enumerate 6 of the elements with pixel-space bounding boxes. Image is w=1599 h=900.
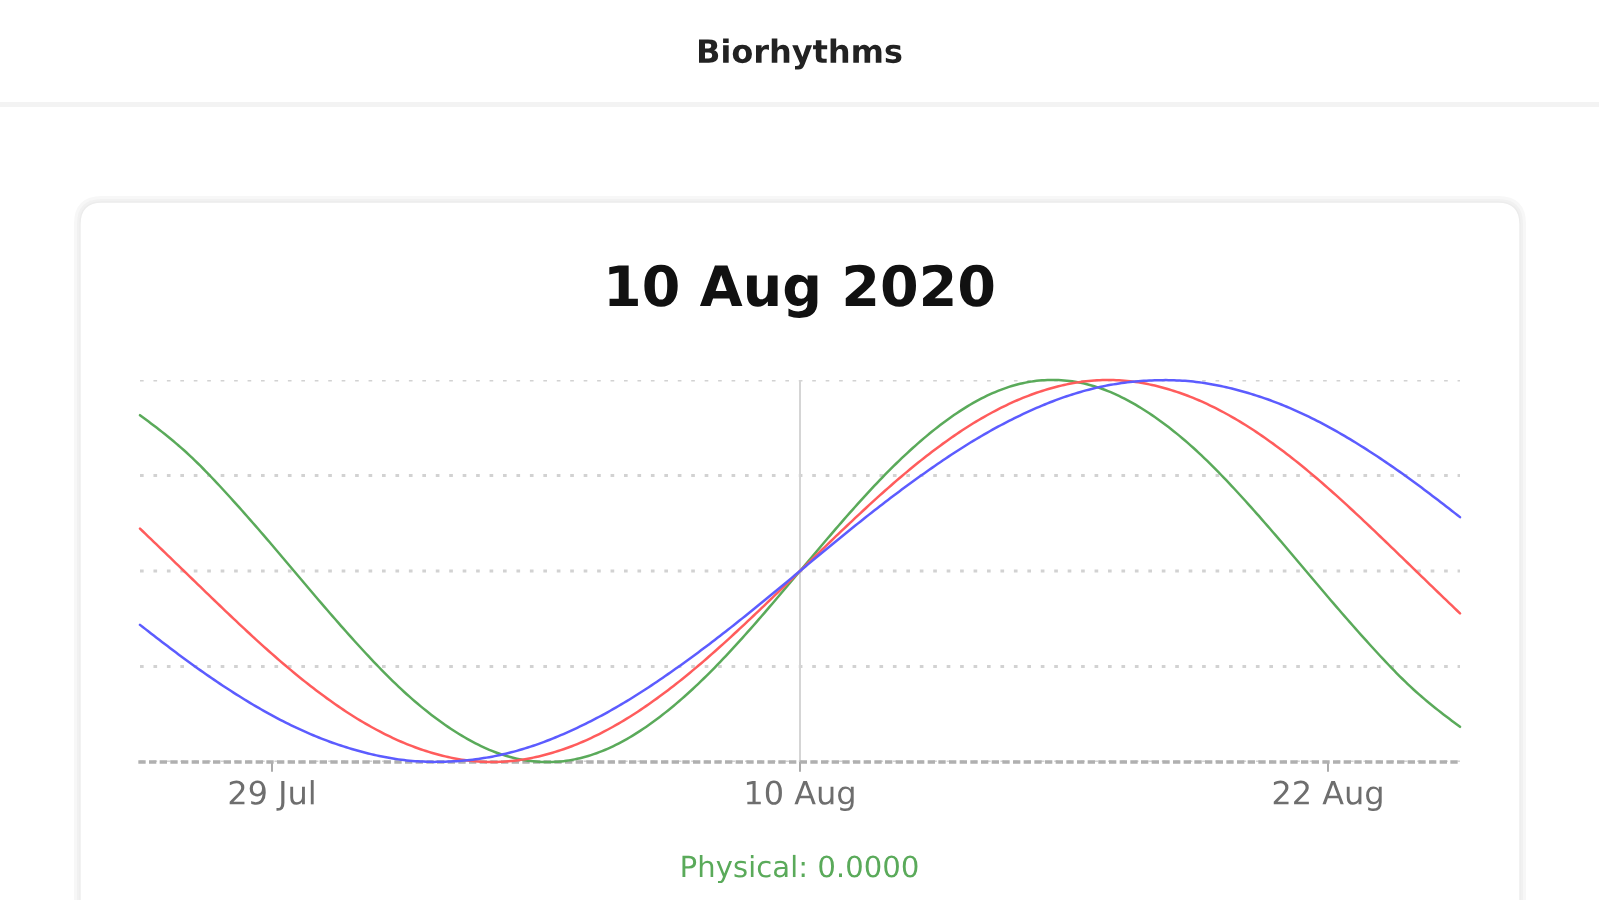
chart-subtitle: 10 Aug 2020: [609, 264, 994, 318]
chart-title: Biorhythms: [699, 38, 902, 70]
x-tick-label: 22 Aug: [1273, 780, 1382, 811]
text: Physical: 0.0000: [682, 854, 918, 884]
x-tick-label: 29 Jul: [229, 780, 314, 811]
x-tick-label: 10 Aug: [746, 780, 854, 811]
